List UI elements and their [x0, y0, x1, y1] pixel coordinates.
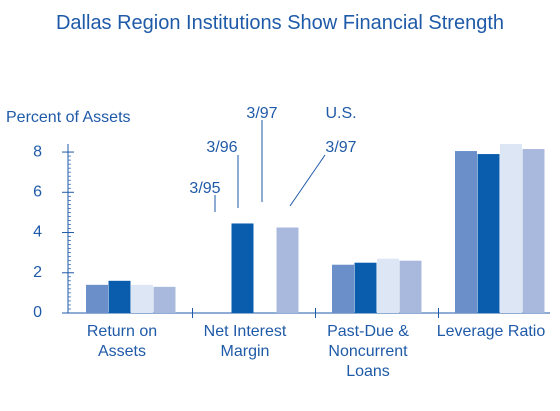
legend-label: 3/95 — [189, 180, 221, 197]
bar — [108, 280, 131, 313]
bar — [377, 258, 399, 313]
bar — [354, 262, 377, 313]
y-tick-label: 4 — [33, 224, 42, 241]
legend-label: U.S. 3/97 — [325, 105, 357, 156]
bar — [86, 284, 108, 313]
bar — [522, 149, 545, 313]
y-tick-label: 8 — [33, 143, 42, 160]
bar — [276, 227, 299, 313]
legend-label: 3/96 — [206, 139, 238, 156]
y-tick-label: 6 — [33, 184, 42, 201]
leader-line — [289, 154, 326, 207]
y-axis-label: Percent of Assets — [6, 109, 131, 126]
y-tick-label: 2 — [33, 264, 42, 281]
bar — [500, 144, 522, 313]
bar — [231, 223, 254, 313]
x-tick-label: Return on Assets — [86, 323, 158, 360]
x-tick-label: Past-Due & Noncurrent Loans — [327, 323, 409, 380]
bar — [131, 284, 153, 313]
x-tick-label: Net Interest Margin — [203, 323, 287, 360]
bar — [153, 286, 176, 313]
bar — [332, 264, 354, 313]
chart-title: Dallas Region Institutions Show Financia… — [55, 12, 505, 34]
bar — [455, 151, 477, 313]
bar — [399, 260, 422, 313]
y-tick-label: 0 — [33, 304, 42, 321]
x-tick-label: Leverage Ratio — [436, 323, 546, 340]
bar — [477, 154, 500, 313]
legend-label: 3/97 — [246, 105, 278, 122]
